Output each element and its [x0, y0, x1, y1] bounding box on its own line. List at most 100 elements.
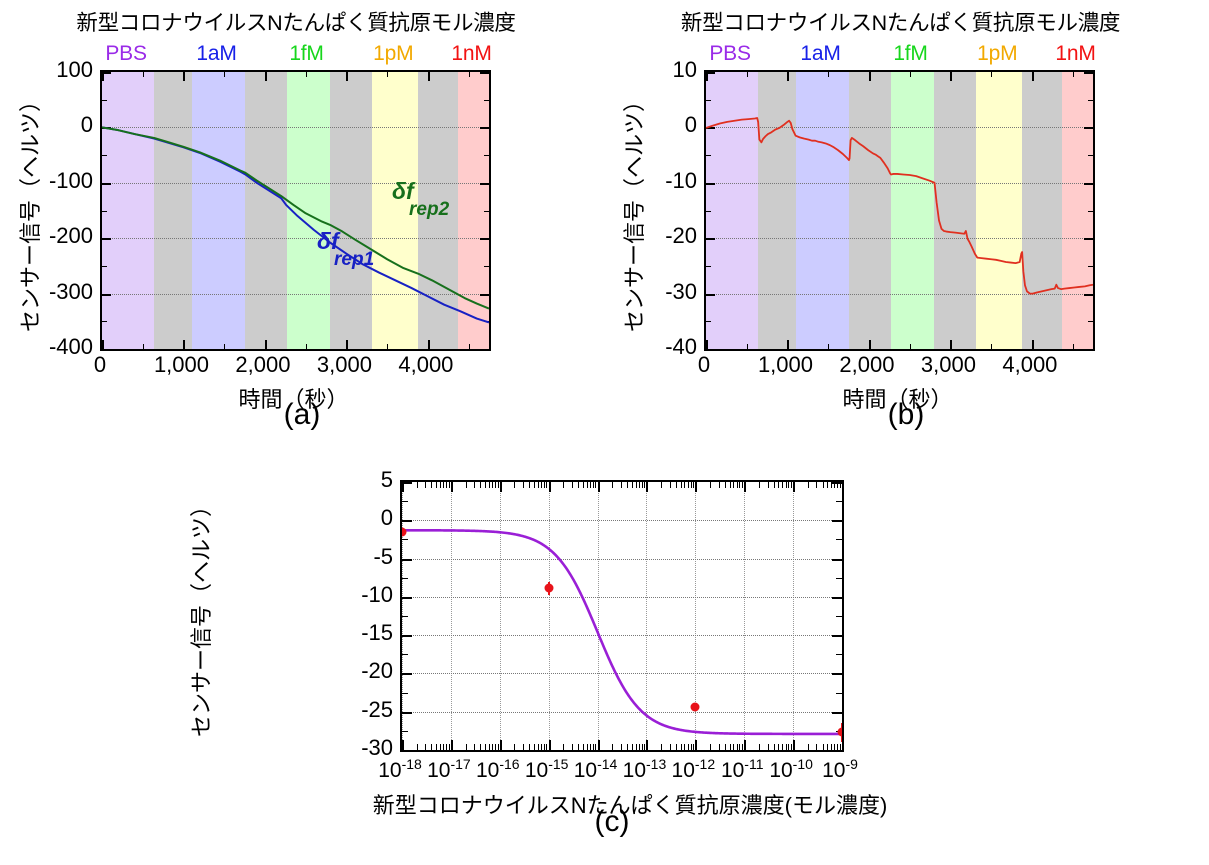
axis-tick-x-minor	[612, 744, 614, 750]
axis-tick-x-minor	[514, 482, 516, 488]
series-δf_rep2	[102, 126, 489, 310]
band-label-pbs: PBS	[709, 42, 751, 65]
axis-tick-x	[706, 72, 708, 81]
concentration-band-1pm	[976, 72, 1023, 349]
gridline-y	[102, 127, 489, 129]
gridline-y	[706, 238, 1093, 240]
y-tick-label: -200	[48, 223, 93, 249]
axis-tick-x-minor	[523, 482, 525, 488]
concentration-band-pbs	[102, 72, 155, 349]
y-tick-label: 10	[672, 57, 697, 82]
panel-b-title: 新型コロナウイルスNたんぱく質抗原モル濃度	[680, 11, 1121, 35]
x-tick-mantissa: 10	[671, 759, 695, 782]
axis-tick-x-minor	[822, 744, 824, 750]
axis-tick-x-minor	[1072, 72, 1074, 77]
axis-tick-x	[695, 482, 698, 492]
buffer-band-3	[849, 72, 891, 349]
axis-tick-y-minor	[102, 99, 107, 101]
axis-tick-y-minor	[402, 539, 408, 541]
axis-tick-x-minor	[631, 482, 633, 488]
axis-tick-x-minor	[440, 744, 442, 750]
axis-tick-x	[787, 72, 790, 81]
axis-tick-y-minor	[836, 539, 842, 541]
y-tick-label: -40	[665, 334, 697, 359]
x-tick-label: 10-18	[378, 756, 422, 783]
fit-curve-group	[402, 528, 842, 736]
axis-tick-y	[480, 349, 489, 351]
axis-tick-y	[832, 750, 842, 752]
axis-tick-x-minor	[788, 482, 790, 488]
y-tick-label: -25	[361, 696, 393, 722]
axis-tick-x	[744, 482, 747, 492]
x-tick-mantissa: 10	[573, 759, 598, 782]
panel-a-y-tick-labels: 100 0 -100 -200 -300 -400	[0, 57, 93, 359]
x-tick-label: 10-13	[623, 756, 667, 783]
band-label-1pm: 1pM	[373, 42, 414, 65]
x-tick-exponent: -16	[499, 756, 520, 772]
axis-tick-x-minor	[488, 744, 490, 750]
axis-tick-x-minor	[546, 482, 548, 488]
concentration-band-1am	[191, 72, 246, 349]
axis-tick-x-minor	[431, 744, 433, 750]
axis-tick-y-minor	[706, 155, 711, 157]
axis-tick-y-minor	[402, 654, 408, 656]
concentration-band-1nm	[1062, 72, 1093, 349]
axis-tick-x	[597, 740, 600, 750]
axis-tick-y-minor	[402, 577, 408, 579]
x-tick-mantissa: 10	[720, 759, 745, 782]
axis-tick-x-minor	[529, 744, 531, 750]
band-label-1am: 1aM	[196, 42, 237, 65]
sigmoid-fit-line	[402, 528, 842, 736]
axis-tick-x-minor	[837, 744, 839, 750]
axis-tick-x-minor	[773, 482, 775, 488]
axis-tick-x-minor	[733, 482, 735, 488]
axis-tick-x-minor	[718, 744, 720, 750]
y-tick-label: -20	[361, 658, 393, 684]
x-tick-label: 10-9	[822, 756, 858, 783]
axis-tick-x-minor	[416, 482, 418, 488]
axis-tick-x-minor	[563, 744, 565, 750]
axis-tick-y	[1084, 293, 1093, 296]
y-tick-label: 100	[56, 57, 93, 82]
axis-tick-y	[102, 72, 111, 74]
panel-a-band-labels: PBS 1aM 1fM 1pM 1nM	[100, 42, 491, 68]
gridline-x	[793, 482, 795, 750]
buffer-band-7	[1022, 72, 1063, 349]
x-tick-label: 10-16	[476, 756, 520, 783]
axis-tick-x	[706, 340, 708, 349]
axis-tick-y	[1084, 182, 1093, 185]
axis-tick-y	[832, 482, 842, 484]
axis-tick-x-minor	[638, 482, 640, 488]
axis-tick-y	[706, 293, 715, 296]
concentration-band-1pm	[372, 72, 419, 349]
axis-tick-x	[450, 482, 453, 492]
axis-tick-x-minor	[529, 482, 531, 488]
axis-tick-x	[264, 72, 267, 81]
axis-tick-y-minor	[836, 692, 842, 694]
concentration-band-1fm	[890, 72, 935, 349]
curve-label-symbol: δf	[317, 228, 339, 254]
axis-tick-x-minor	[641, 744, 643, 750]
axis-tick-y	[706, 238, 715, 241]
x-tick-label: 2,000	[839, 352, 895, 377]
axis-tick-x-minor	[661, 482, 663, 488]
series-δf_rep1	[102, 126, 489, 324]
curve-label-subscript: rep1	[334, 249, 375, 270]
buffer-band-5	[330, 72, 373, 349]
gridline-y	[402, 711, 842, 713]
axis-tick-x-minor	[492, 744, 494, 750]
axis-tick-x-minor	[495, 482, 497, 488]
curve-label-rep2: δf rep2	[392, 180, 449, 220]
x-tick-exponent: -15	[548, 756, 569, 772]
axis-tick-x-minor	[827, 744, 829, 750]
axis-tick-x-minor	[571, 482, 573, 488]
panel-a-plot-area: δf rep1 δf rep2	[100, 70, 491, 351]
axis-tick-x-minor	[448, 744, 450, 750]
axis-tick-x-minor	[746, 344, 748, 349]
axis-tick-y	[1084, 238, 1093, 241]
axis-tick-x	[1031, 72, 1034, 81]
axis-tick-x-minor	[729, 482, 731, 488]
x-tick-mantissa: 10	[378, 759, 402, 782]
axis-tick-x-minor	[710, 482, 712, 488]
panel-b-y-axis-title: センサー信号（ヘルツ）	[622, 89, 648, 332]
